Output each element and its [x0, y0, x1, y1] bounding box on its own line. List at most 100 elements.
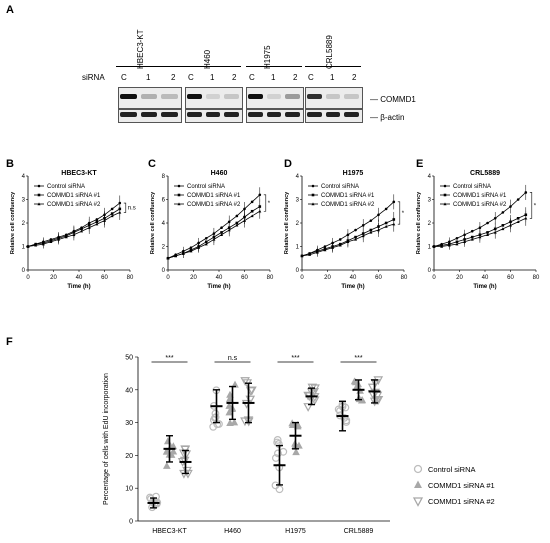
y-tick-label: 1	[428, 245, 432, 251]
data-point	[351, 378, 360, 386]
cell-line-label: HBEC3-KT	[136, 29, 145, 69]
data-point	[315, 250, 319, 254]
beta-actin-text: β-actin	[380, 113, 405, 122]
data-point	[243, 207, 246, 211]
lane-label: 2	[293, 73, 298, 82]
legend-label: COMMD1 siRNA #2	[47, 202, 101, 208]
data-point	[95, 220, 99, 224]
lane-label: C	[121, 73, 127, 82]
data-point	[509, 223, 512, 227]
legend-label: COMMD1 siRNA #1	[47, 193, 101, 199]
x-tick-label: 20	[190, 275, 197, 281]
x-tick-label: 0	[300, 275, 304, 281]
x-tick-label: 60	[101, 275, 108, 281]
data-point	[455, 236, 459, 240]
x-axis-label: Time (h)	[207, 284, 230, 290]
data-point	[516, 198, 520, 201]
y-tick-label: 0	[296, 268, 300, 274]
actin-band	[285, 112, 300, 117]
y-axis-label: Relative cell confluency	[150, 191, 156, 254]
x-tick-label: 0	[166, 275, 170, 281]
legend-marker	[177, 193, 181, 197]
data-point	[209, 422, 218, 431]
y-tick-label: 0	[129, 519, 133, 526]
commd1-band	[161, 94, 178, 99]
actin-band	[140, 112, 158, 117]
significance-bracket	[123, 202, 127, 213]
data-point	[110, 207, 114, 211]
y-tick-label: 8	[162, 174, 166, 180]
data-point	[103, 219, 106, 222]
data-point	[211, 409, 220, 418]
data-point	[354, 235, 357, 239]
panel-letter-e: E	[416, 158, 424, 170]
y-tick-label: 2	[296, 221, 300, 227]
category-label: CRL5889	[344, 528, 374, 535]
y-tick-label: 0	[22, 268, 26, 274]
y-tick-label: 3	[296, 198, 300, 204]
significance-label: ***	[354, 355, 362, 362]
x-axis-label: Time (h)	[341, 284, 364, 290]
cell-line-label: CRL5889	[325, 35, 334, 69]
data-point	[509, 205, 512, 208]
data-point	[338, 238, 342, 241]
actin-band	[248, 112, 263, 117]
significance-bracket	[529, 192, 533, 219]
y-tick-label: 4	[296, 174, 300, 180]
data-point	[212, 237, 216, 241]
data-point	[163, 437, 172, 445]
data-point	[486, 221, 489, 225]
legend-marker	[443, 184, 447, 188]
data-point	[392, 222, 396, 226]
data-point	[235, 223, 239, 227]
commd1-band	[325, 94, 341, 99]
actin-band	[120, 112, 137, 117]
data-point	[384, 221, 388, 225]
x-axis-label: Time (h)	[67, 284, 90, 290]
data-point	[162, 461, 171, 469]
category-label: H1975	[285, 528, 306, 535]
y-tick-label: 0	[428, 268, 432, 274]
legend-label: Control siRNA	[428, 465, 476, 474]
x-tick-label: 40	[216, 275, 223, 281]
data-point	[486, 233, 490, 236]
legend-marker	[311, 193, 315, 197]
legend-marker	[177, 202, 181, 206]
sirna-row-label: siRNA	[82, 73, 105, 82]
lane-label: 1	[330, 73, 335, 82]
significance-label: n.s	[228, 355, 238, 362]
series-line	[301, 201, 395, 257]
data-point	[501, 227, 505, 231]
data-point	[369, 219, 373, 222]
data-point	[227, 228, 231, 232]
data-point	[118, 210, 122, 214]
data-point	[478, 226, 482, 229]
data-point	[174, 254, 178, 258]
commd1-band	[248, 94, 263, 99]
data-point	[478, 235, 482, 239]
data-point	[189, 249, 193, 253]
y-tick-label: 30	[125, 420, 133, 427]
data-point	[275, 485, 284, 494]
group-underline	[185, 66, 241, 67]
lane-label: 1	[146, 73, 151, 82]
data-point	[463, 240, 467, 243]
data-point	[432, 244, 436, 248]
x-tick-label: 60	[241, 275, 248, 281]
data-point	[300, 254, 304, 258]
data-point	[80, 227, 83, 231]
data-point	[250, 200, 254, 204]
data-point	[204, 242, 208, 246]
panel-letter-f: F	[6, 336, 13, 348]
data-point	[338, 243, 342, 247]
data-point	[166, 256, 170, 260]
x-tick-label: 80	[533, 275, 540, 281]
data-point	[87, 226, 91, 229]
legend-label: COMMD1 siRNA #1	[453, 193, 507, 199]
legend-marker	[311, 202, 315, 206]
data-point	[180, 445, 190, 455]
y-tick-label: 2	[162, 245, 166, 251]
data-point	[358, 396, 367, 404]
data-point	[273, 436, 282, 444]
x-tick-label: 0	[432, 275, 436, 281]
